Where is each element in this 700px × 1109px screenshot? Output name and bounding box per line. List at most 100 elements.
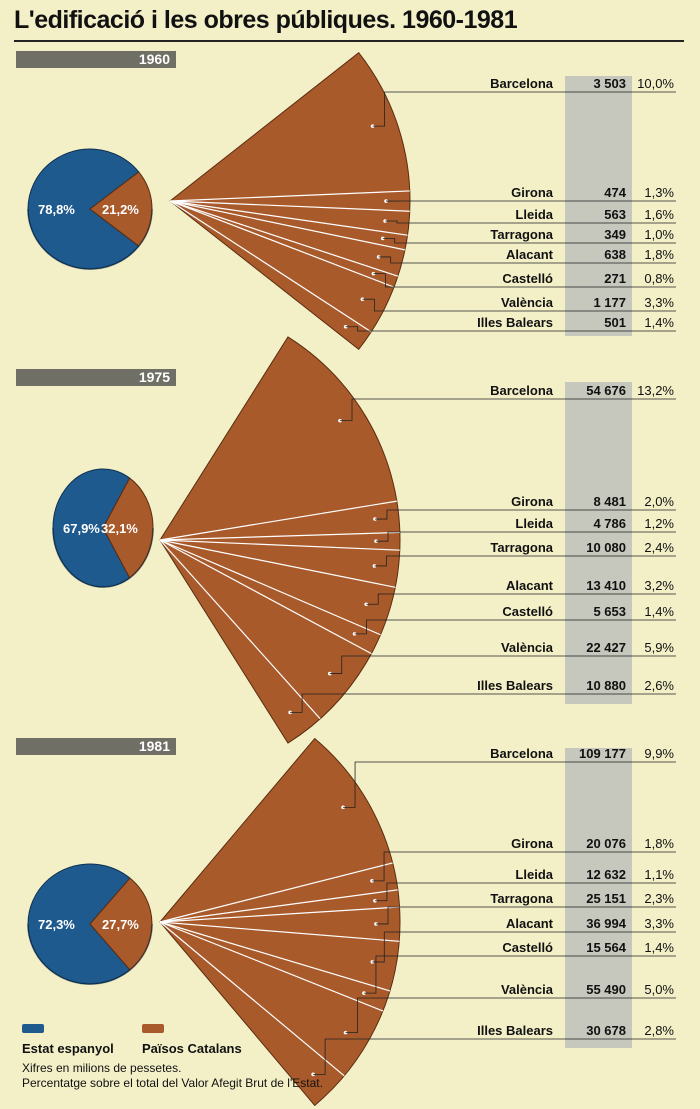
leader-line-1981-1 <box>372 851 676 882</box>
pie-rim-1960 <box>27 208 153 270</box>
region-value-1960-3: 349 <box>604 227 626 242</box>
region-pct-1960-6: 3,3% <box>644 295 674 310</box>
region-label-1960-1: Girona <box>511 185 554 200</box>
fan-divider-1960-4 <box>169 200 406 251</box>
pie-label-paisos-1981: 27,7% <box>102 917 139 932</box>
leader-line-1975-4 <box>366 593 676 605</box>
region-label-1960-2: Lleida <box>515 207 553 222</box>
leader-line-1975-1 <box>374 509 676 520</box>
legend-label-estat: Estat espanyol <box>22 1041 114 1056</box>
leader-line-1981-4 <box>372 931 676 963</box>
region-label-1960-6: València <box>501 295 554 310</box>
region-pct-1975-0: 13,2% <box>637 383 674 398</box>
region-value-1981-2: 12 632 <box>586 867 626 882</box>
region-value-1960-0: 3 503 <box>593 76 626 91</box>
region-label-1981-0: Barcelona <box>490 746 554 761</box>
fan-divider-1981-5 <box>159 921 391 992</box>
legend-swatch-estat <box>22 1024 44 1033</box>
region-pct-1975-7: 2,6% <box>644 678 674 693</box>
region-label-1960-4: Alacant <box>506 247 554 262</box>
region-value-1960-7: 501 <box>604 315 626 330</box>
region-pct-1960-7: 1,4% <box>644 315 674 330</box>
fan-divider-1981-4 <box>159 921 400 942</box>
fan-sector-1981 <box>159 737 401 1107</box>
leader-line-1981-0 <box>343 761 676 808</box>
leader-line-1960-5 <box>373 273 676 288</box>
region-label-1960-5: Castelló <box>502 271 553 286</box>
region-label-1975-1: Girona <box>511 494 554 509</box>
value-column-1975 <box>565 382 632 704</box>
region-value-1975-6: 22 427 <box>586 640 626 655</box>
fan-divider-1960-6 <box>169 200 395 288</box>
region-value-1975-2: 4 786 <box>593 516 626 531</box>
region-value-1960-5: 271 <box>604 271 626 286</box>
fan-divider-1960-3 <box>169 200 408 236</box>
region-label-1960-3: Tarragona <box>490 227 553 242</box>
year-bar-1960: 1960 <box>16 51 176 68</box>
region-label-1975-0: Barcelona <box>490 383 554 398</box>
region-label-1975-6: València <box>501 640 554 655</box>
leader-line-1981-2 <box>374 882 676 902</box>
fan-sector-1975 <box>159 336 401 744</box>
region-pct-1981-4: 3,3% <box>644 916 674 931</box>
note-units: Xifres en milions de pessetes. <box>22 1061 182 1075</box>
legend-swatch-paisos <box>142 1024 164 1033</box>
leader-line-1975-6 <box>329 655 676 674</box>
region-value-1981-0: 109 177 <box>579 746 626 761</box>
region-pct-1960-1: 1,3% <box>644 185 674 200</box>
region-pct-1981-7: 2,8% <box>644 1023 674 1038</box>
pie-label-estat-1960: 78,8% <box>38 202 75 217</box>
region-pct-1981-0: 9,9% <box>644 746 674 761</box>
region-value-1981-4: 36 994 <box>586 916 627 931</box>
region-label-1981-4: Alacant <box>506 916 554 931</box>
leader-line-1981-7 <box>313 1038 676 1075</box>
region-pct-1981-5: 1,4% <box>644 940 674 955</box>
pie-label-paisos-1960: 21,2% <box>102 202 139 217</box>
fan-divider-1960-7 <box>169 200 372 333</box>
year-bar-1981: 1981 <box>16 738 176 755</box>
fan-divider-1981-6 <box>159 921 384 1012</box>
pie-slice-paisos-1960 <box>89 171 153 247</box>
region-pct-1975-3: 2,4% <box>644 540 674 555</box>
region-pct-1981-2: 1,1% <box>644 867 674 882</box>
legend-label-paisos: Països Catalans <box>142 1041 242 1056</box>
region-pct-1975-6: 5,9% <box>644 640 674 655</box>
leader-line-1975-2 <box>375 531 676 542</box>
leader-line-1960-3 <box>382 237 676 244</box>
leader-line-1981-3 <box>375 906 676 925</box>
region-label-1975-7: Illes Balears <box>477 678 553 693</box>
region-value-1975-7: 10 880 <box>586 678 626 693</box>
fan-divider-1960-1 <box>169 190 410 202</box>
region-pct-1960-5: 0,8% <box>644 271 674 286</box>
region-label-1975-5: Castelló <box>502 604 553 619</box>
year-bar-1975: 1975 <box>16 369 176 386</box>
region-value-1981-1: 20 076 <box>586 836 626 851</box>
page-title: L'edificació i les obres públiques. 1960… <box>14 6 518 34</box>
pie-label-estat-1981: 72,3% <box>38 917 75 932</box>
leader-line-1960-6 <box>362 298 676 312</box>
region-pct-1975-2: 1,2% <box>644 516 674 531</box>
region-pct-1960-4: 1,8% <box>644 247 674 262</box>
pie-slice-estat-1960 <box>27 148 140 270</box>
fan-divider-1960-5 <box>169 200 399 277</box>
pie-slice-paisos-1981 <box>89 877 153 971</box>
region-value-1975-4: 13 410 <box>586 578 626 593</box>
fan-divider-1975-5 <box>159 539 381 636</box>
pie-slice-estat-1975 <box>52 468 131 588</box>
region-pct-1975-1: 2,0% <box>644 494 674 509</box>
region-label-1981-6: València <box>501 982 554 997</box>
region-pct-1981-1: 1,8% <box>644 836 674 851</box>
pie-rim-1975 <box>52 527 154 588</box>
region-label-1975-2: Lleida <box>515 516 553 531</box>
leader-line-1960-2 <box>385 220 676 224</box>
region-pct-1975-5: 1,4% <box>644 604 674 619</box>
region-pct-1981-6: 5,0% <box>644 982 674 997</box>
region-label-1981-5: Castelló <box>502 940 553 955</box>
fan-divider-1975-2 <box>159 531 400 541</box>
fan-divider-1975-1 <box>159 500 397 541</box>
leader-line-1960-7 <box>345 326 676 332</box>
region-label-1981-2: Lleida <box>515 867 553 882</box>
region-value-1975-0: 54 676 <box>586 383 626 398</box>
region-label-1960-0: Barcelona <box>490 76 554 91</box>
value-column-1960 <box>565 76 632 336</box>
